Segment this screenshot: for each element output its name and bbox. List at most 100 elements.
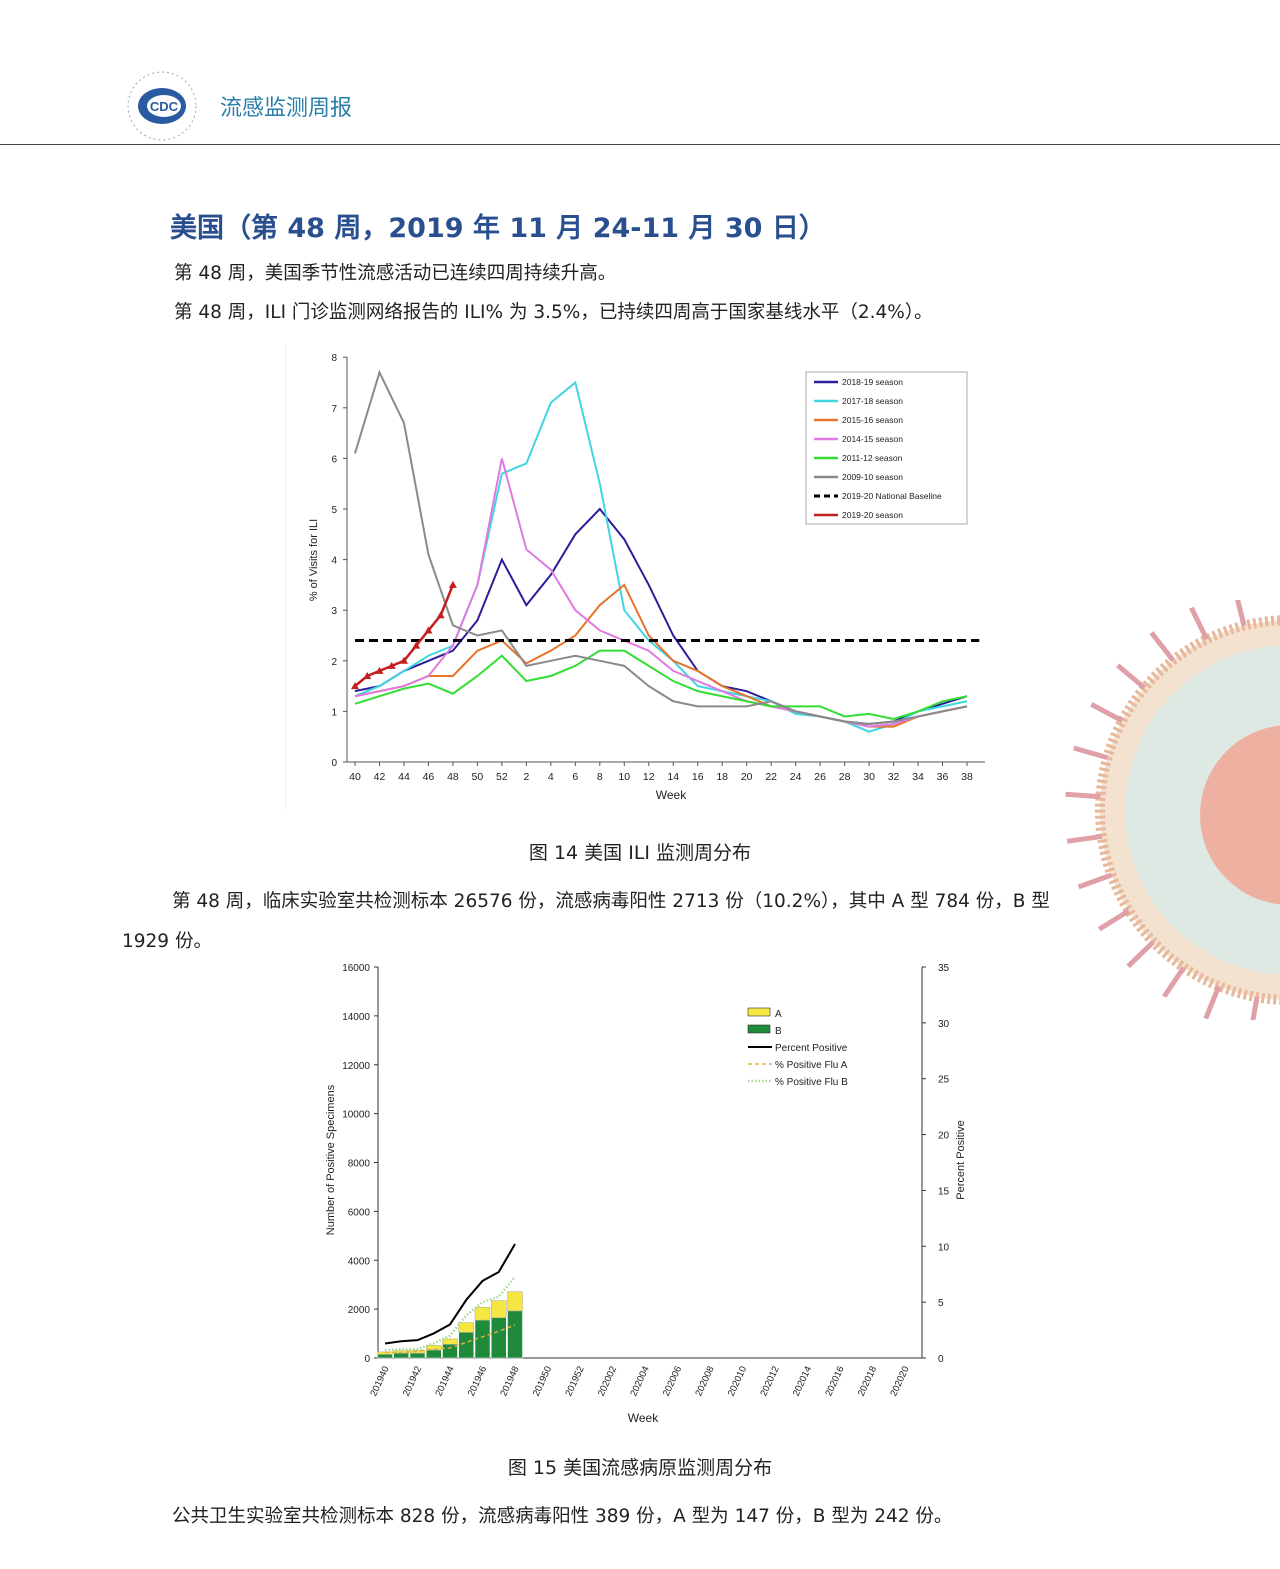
virus-rna [1200,725,1280,905]
x-tick-label: 202008 [693,1365,716,1398]
legend-label: 2018-19 season [842,377,903,387]
virus-spike [1090,702,1124,724]
y-tick-label: 2000 [348,1305,371,1316]
x-tick-label: 201950 [531,1365,554,1398]
x-tick-label: 24 [790,771,802,783]
legend-swatch [747,1024,771,1034]
bar-a [458,1322,474,1333]
y2-tick-label: 25 [938,1075,950,1086]
virus-spike [1097,908,1131,932]
legend-box [805,371,968,525]
x-tick-label: 44 [398,771,410,783]
bar-b [409,1352,426,1359]
bar-b [377,1354,393,1359]
data-point [436,611,445,619]
legend-label: Percent Positive [775,1043,848,1054]
legend-label: B [775,1026,782,1037]
x-tick-label: 30 [863,771,875,783]
x-tick-label: 4 [548,771,554,783]
paragraph: 第 48 周，ILI 门诊监测网络报告的 ILI% 为 3.5%，已持续四周高于… [174,302,933,323]
y-tick-label: 4000 [348,1256,371,1267]
virus-spike [1073,745,1109,761]
legend-label: % Positive Flu A [775,1060,848,1071]
x-tick-label: 50 [472,771,484,783]
series-line [384,1243,516,1345]
x-tick-label: 18 [716,771,728,783]
virus-spike [1189,606,1209,641]
legend-label: % Positive Flu B [775,1077,848,1088]
y2-tick-label: 5 [938,1298,944,1309]
y2-axis-label: Percent Positive [955,1120,967,1199]
y-tick-label: 5 [331,505,337,516]
virus-illustration [1065,600,1280,1020]
x-tick-label: 46 [423,771,435,783]
virus-spike [1116,663,1147,690]
series-line-2011-12 [354,649,968,721]
bar-b [426,1349,442,1359]
x-tick-label: 202004 [628,1365,651,1398]
paragraph: 1929 份。 [122,931,212,952]
y2-tick-label: 0 [938,1354,944,1365]
y-tick-label: 0 [364,1354,370,1365]
x-tick-label: 202006 [661,1365,684,1398]
series-line [384,1276,516,1352]
data-point [375,666,384,674]
virus-spike [1077,872,1113,890]
figure-caption: 图 14 美国 ILI 监测周分布 [528,842,752,864]
data-point [399,656,408,664]
x-tick-label: 202014 [791,1365,814,1398]
x-tick-label: 36 [937,771,949,783]
x-tick-label: 20 [741,771,753,783]
y2-tick-label: 15 [938,1186,950,1197]
x-axis-label: Week [656,788,687,802]
x-tick-label: 201952 [563,1365,586,1398]
header-divider [0,144,1280,145]
x-tick-label: 12 [643,771,655,783]
bar-b [458,1332,474,1359]
y2-tick-label: 30 [938,1019,950,1030]
x-axis-label: Week [628,1411,659,1425]
y-tick-label: 4 [331,556,337,567]
x-tick-label: 201948 [498,1365,521,1398]
bar-b [507,1310,523,1359]
data-point [363,671,372,679]
x-tick-label: 201942 [401,1365,424,1398]
virus-spike [1162,966,1186,998]
x-tick-label: 201940 [368,1365,391,1398]
x-tick-label: 6 [572,771,578,783]
x-tick-label: 201946 [466,1365,489,1398]
y-tick-label: 14000 [342,1012,370,1023]
x-tick-label: 26 [814,771,826,783]
legend-label: 2014-15 season [842,434,903,444]
x-tick-label: 38 [961,771,973,783]
y-tick-label: 8 [331,353,337,364]
x-tick-label: 202010 [726,1365,749,1398]
x-tick-label: 52 [496,771,508,783]
virus-spike [1126,940,1156,969]
legend-label: A [775,1009,782,1020]
series-line-2014-15 [354,458,968,728]
x-tick-label: 14 [667,771,679,783]
virus-spike [1235,600,1247,627]
y-tick-label: 6 [331,454,337,465]
x-tick-label: 32 [888,771,900,783]
y-tick-label: 12000 [342,1061,370,1072]
series-line-2009-10 [354,369,968,726]
cdc-logo: CDC [122,66,202,146]
x-tick-label: 202018 [856,1365,879,1398]
paragraph: 第 48 周，美国季节性流感活动已连续四周持续升高。 [174,263,617,284]
legend-label: 2019-20 National Baseline [842,491,942,501]
bar-b [393,1352,409,1359]
y-tick-label: 8000 [348,1159,371,1170]
x-tick-label: 202016 [823,1365,846,1398]
x-tick-label: 22 [765,771,777,783]
legend-swatch [747,1007,771,1017]
bar-a [474,1306,491,1321]
x-tick-label: 201944 [433,1365,456,1398]
legend-label: 2019-20 season [842,510,903,520]
virus-spike [1066,833,1103,844]
y2-tick-label: 20 [938,1131,950,1142]
y-tick-label: 7 [331,404,337,415]
x-tick-label: 202002 [596,1365,619,1398]
